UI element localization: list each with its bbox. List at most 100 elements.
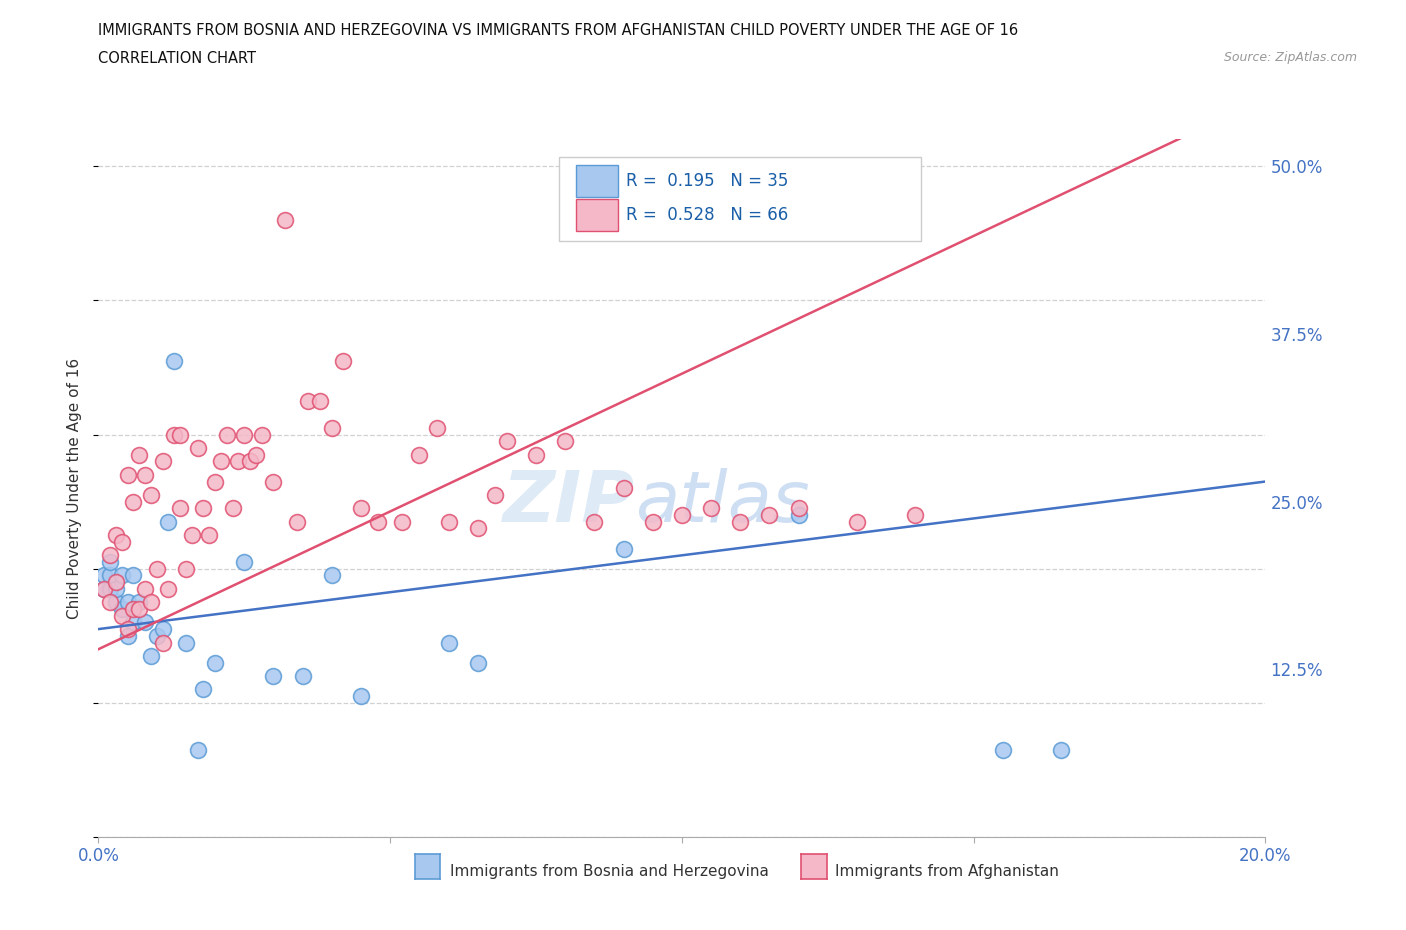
Point xyxy=(193,682,215,697)
Point xyxy=(437,514,460,529)
Point xyxy=(122,568,145,583)
FancyBboxPatch shape xyxy=(560,157,921,241)
Point xyxy=(98,595,121,610)
Text: CORRELATION CHART: CORRELATION CHART xyxy=(98,51,256,66)
Point xyxy=(146,562,169,577)
Point xyxy=(174,635,197,650)
Text: Immigrants from Afghanistan: Immigrants from Afghanistan xyxy=(835,864,1059,879)
Point xyxy=(174,562,197,577)
Point xyxy=(321,420,343,435)
Point xyxy=(104,527,127,542)
Text: atlas: atlas xyxy=(636,468,810,537)
Point xyxy=(495,434,517,449)
Point xyxy=(169,501,191,516)
Point xyxy=(787,508,810,523)
Point xyxy=(408,447,430,462)
Point xyxy=(152,621,174,636)
Point xyxy=(104,595,127,610)
Point xyxy=(157,581,180,596)
Point xyxy=(134,468,156,483)
Text: Immigrants from Bosnia and Herzegovina: Immigrants from Bosnia and Herzegovina xyxy=(450,864,769,879)
FancyBboxPatch shape xyxy=(575,199,617,231)
Point xyxy=(163,353,186,368)
Text: R =  0.195   N = 35: R = 0.195 N = 35 xyxy=(626,172,789,191)
Text: ZIP: ZIP xyxy=(503,468,636,537)
Point xyxy=(98,548,121,563)
Point xyxy=(139,487,162,502)
Point xyxy=(122,494,145,509)
Point xyxy=(350,501,373,516)
Point xyxy=(187,742,209,757)
Point xyxy=(122,615,145,630)
Point xyxy=(163,427,186,442)
Point xyxy=(437,635,460,650)
Point xyxy=(583,514,606,529)
Point xyxy=(274,213,297,228)
Point xyxy=(467,521,489,536)
Point xyxy=(233,427,256,442)
Point xyxy=(98,581,121,596)
Point xyxy=(111,608,134,623)
Point xyxy=(554,434,576,449)
Point xyxy=(93,581,115,596)
Point xyxy=(221,501,243,516)
Point xyxy=(845,514,868,529)
Point xyxy=(728,514,751,529)
Point xyxy=(215,427,238,442)
Point xyxy=(309,393,332,408)
Point xyxy=(262,669,284,684)
Point xyxy=(152,635,174,650)
Point xyxy=(93,581,115,596)
Point xyxy=(104,581,127,596)
Point xyxy=(117,595,139,610)
Point xyxy=(204,474,226,489)
Point xyxy=(612,541,634,556)
Point xyxy=(193,501,215,516)
Point xyxy=(146,629,169,644)
Point xyxy=(367,514,389,529)
Point xyxy=(991,742,1014,757)
Point xyxy=(139,595,162,610)
Point xyxy=(904,508,927,523)
Point xyxy=(239,454,262,469)
Point xyxy=(98,554,121,569)
Point xyxy=(117,468,139,483)
Point xyxy=(134,615,156,630)
Y-axis label: Child Poverty Under the Age of 16: Child Poverty Under the Age of 16 xyxy=(67,358,83,618)
Point xyxy=(700,501,723,516)
Point xyxy=(250,427,273,442)
Text: Source: ZipAtlas.com: Source: ZipAtlas.com xyxy=(1223,51,1357,64)
Point xyxy=(332,353,354,368)
Point xyxy=(128,602,150,617)
Point xyxy=(209,454,232,469)
Point xyxy=(321,568,343,583)
Point xyxy=(104,575,127,590)
Point xyxy=(297,393,319,408)
Point xyxy=(187,441,209,456)
Text: R =  0.528   N = 66: R = 0.528 N = 66 xyxy=(626,206,789,224)
Point xyxy=(128,447,150,462)
Point xyxy=(152,454,174,469)
Point xyxy=(758,508,780,523)
Point xyxy=(93,568,115,583)
Point xyxy=(787,501,810,516)
Point xyxy=(391,514,413,529)
Point xyxy=(228,454,250,469)
Point xyxy=(111,602,134,617)
Point xyxy=(291,669,314,684)
Point xyxy=(139,648,162,663)
Point xyxy=(204,656,226,671)
Point xyxy=(98,568,121,583)
Point xyxy=(350,689,373,704)
Point xyxy=(111,535,134,550)
Point xyxy=(180,527,202,542)
Point xyxy=(122,602,145,617)
Point xyxy=(157,514,180,529)
Point xyxy=(467,656,489,671)
FancyBboxPatch shape xyxy=(575,166,617,197)
Point xyxy=(198,527,221,542)
Point xyxy=(233,554,256,569)
Point xyxy=(169,427,191,442)
Point xyxy=(117,621,139,636)
Point xyxy=(134,581,156,596)
